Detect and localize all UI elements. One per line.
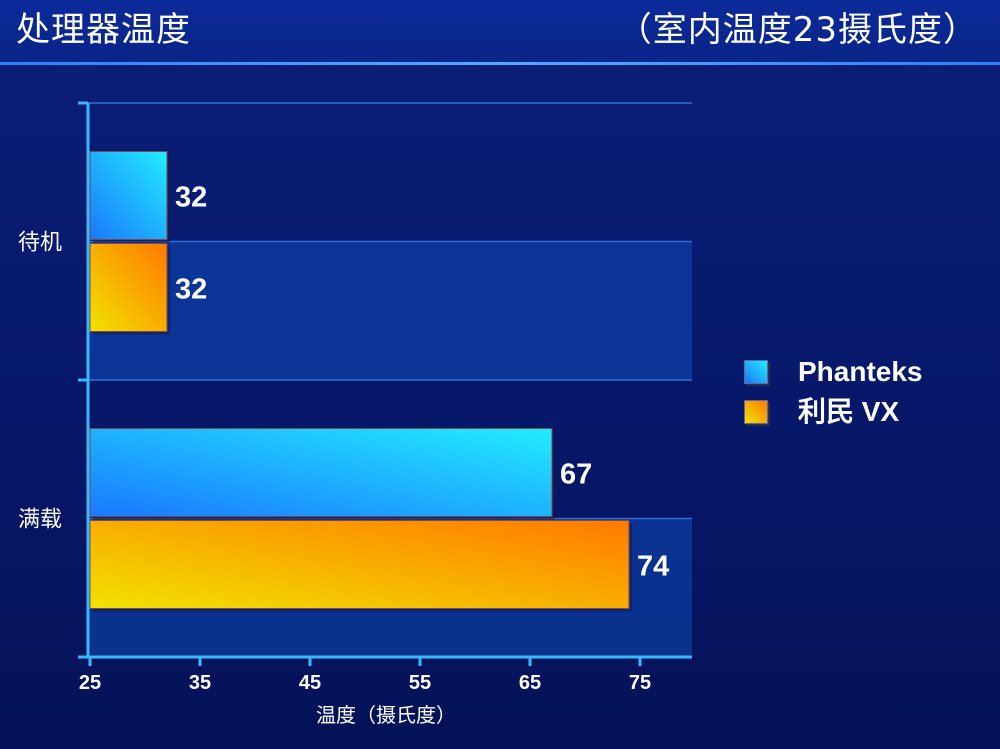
plot-band (88, 241, 692, 380)
bar-thermalright-vx (89, 520, 630, 609)
x-tick-label: 25 (79, 672, 101, 694)
bar-phanteks (89, 428, 553, 517)
data-label: 67 (560, 459, 592, 491)
title-bar (0, 0, 1000, 62)
legend-label-phanteks: Phanteks (798, 356, 923, 387)
legend-swatch-phanteks (744, 360, 768, 384)
x-tick-label: 35 (189, 672, 211, 694)
x-tick-label: 65 (519, 672, 541, 694)
category-label: 待机 (18, 231, 62, 256)
bar-phanteks (89, 151, 168, 240)
legend-item-phanteks: Phanteks (744, 352, 923, 392)
legend-label-thermalright-vx: 利民 VX (798, 396, 900, 427)
legend-item-thermalright-vx: 利民 VX (744, 392, 923, 432)
category-label: 满载 (18, 508, 62, 533)
page-subtitle: （室内温度23摄氏度） (617, 10, 978, 50)
data-label: 74 (637, 551, 669, 583)
bar-thermalright-vx (89, 243, 168, 332)
legend: Phanteks 利民 VX (744, 352, 923, 432)
data-label: 32 (175, 182, 207, 214)
legend-swatch-thermalright-vx (744, 400, 768, 424)
x-tick-label: 45 (299, 672, 321, 694)
page-title: 处理器温度 (16, 10, 191, 50)
x-axis-title: 温度（摄氏度） (316, 703, 456, 727)
title-divider (0, 62, 1000, 65)
x-tick-label: 75 (629, 672, 651, 694)
data-label: 32 (175, 274, 207, 306)
x-tick-label: 55 (409, 672, 431, 694)
